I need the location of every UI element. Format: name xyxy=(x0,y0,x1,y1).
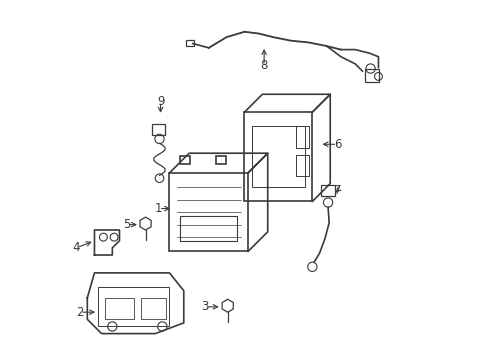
Bar xyxy=(185,40,194,46)
Bar xyxy=(180,216,237,241)
Text: 2: 2 xyxy=(76,306,84,319)
Text: 1: 1 xyxy=(155,202,162,215)
Text: 4: 4 xyxy=(73,241,80,255)
Bar xyxy=(169,173,247,251)
Bar xyxy=(364,69,378,82)
Text: 7: 7 xyxy=(333,184,341,197)
Bar xyxy=(151,124,165,135)
Text: 9: 9 xyxy=(157,95,164,108)
Bar xyxy=(105,298,134,319)
Bar xyxy=(296,126,308,148)
Text: 8: 8 xyxy=(260,59,267,72)
Text: 3: 3 xyxy=(201,300,208,313)
Bar xyxy=(244,112,312,202)
Bar xyxy=(296,155,308,176)
Bar xyxy=(141,298,165,319)
Bar xyxy=(98,287,169,327)
Bar xyxy=(216,156,225,164)
Text: 5: 5 xyxy=(122,218,130,231)
Bar xyxy=(180,156,190,164)
Text: 6: 6 xyxy=(333,138,341,151)
Bar xyxy=(251,126,305,187)
Bar xyxy=(321,185,334,196)
